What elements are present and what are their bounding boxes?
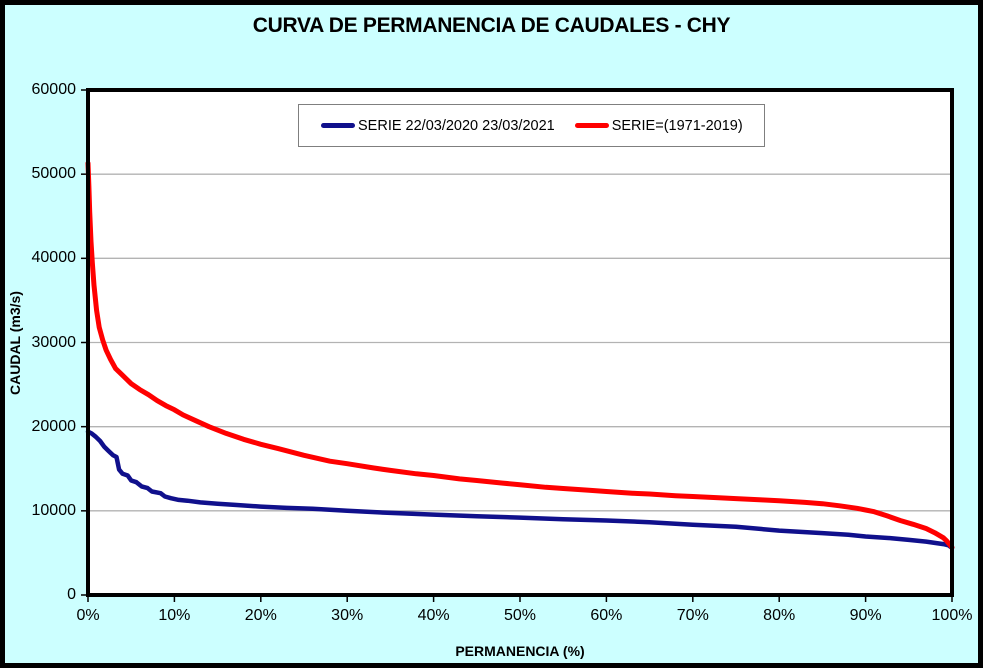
legend-line-swatch-blue (321, 123, 355, 128)
legend-label: SERIE=(1971-2019) (611, 117, 743, 134)
x-tick-label: 70% (676, 607, 709, 624)
legend-line-swatch-red (574, 123, 609, 128)
x-tick-label: 10% (158, 607, 191, 624)
legend: SERIE 22/03/2020 23/03/2021 SERIE=(1971-… (298, 104, 765, 147)
x-tick-label: 60% (590, 607, 623, 624)
x-tick-label: 0% (76, 607, 100, 624)
y-tick-label: 30000 (31, 333, 77, 351)
chart-title: CURVA DE PERMANENCIA DE CAUDALES - CHY (252, 14, 731, 37)
x-tick-label: 30% (331, 607, 364, 624)
y-tick-label: 50000 (31, 165, 77, 183)
plot-area (81, 88, 955, 602)
x-tick-label: 100% (931, 607, 973, 624)
x-tick-label: 40% (417, 607, 450, 624)
y-tick-label: 0 (67, 586, 76, 603)
y-tick-label: 40000 (31, 249, 77, 267)
x-tick-label: 90% (849, 607, 882, 624)
y-tick-label: 20000 (31, 417, 77, 435)
legend-label: SERIE 22/03/2020 23/03/2021 (358, 117, 555, 134)
x-tick-label: 80% (763, 607, 796, 624)
x-axis-title: PERMANENCIA (%) (455, 643, 585, 659)
legend-item-serie-1971-2019: SERIE=(1971-2019) (574, 117, 743, 134)
legend-item-serie-2020-2021: SERIE 22/03/2020 23/03/2021 (321, 118, 555, 134)
y-axis-title: CAUDAL (m3/s) (7, 291, 23, 395)
x-tick-label: 50% (503, 607, 537, 624)
y-tick-label: 60000 (31, 81, 77, 98)
y-tick-label: 10000 (31, 501, 77, 519)
x-tick-label: 20% (244, 607, 277, 624)
